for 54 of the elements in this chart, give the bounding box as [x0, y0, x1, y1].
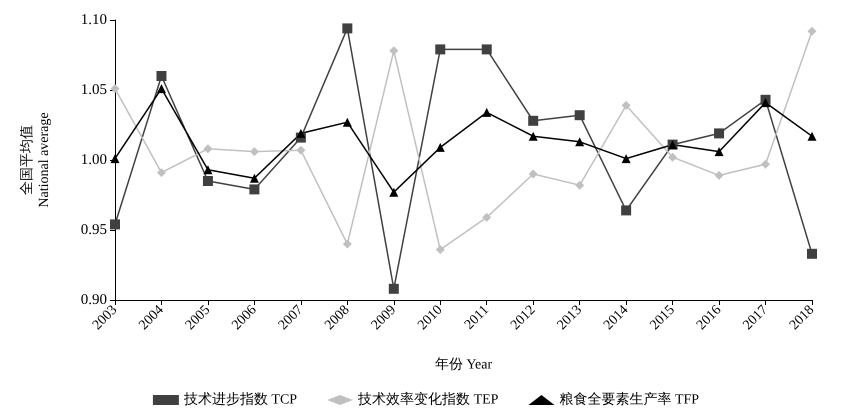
- y-tick-label: 1.00: [80, 152, 107, 168]
- point: [575, 137, 584, 146]
- y-tick-label: 0.90: [80, 292, 107, 308]
- point: [621, 205, 632, 216]
- point: [761, 160, 770, 169]
- y-tick-label: 0.95: [80, 222, 107, 238]
- point: [622, 154, 631, 164]
- point: [714, 170, 724, 180]
- point: [714, 147, 724, 156]
- x-axis-title: 年份 Year: [434, 356, 492, 372]
- point: [807, 248, 817, 259]
- point: [342, 240, 352, 248]
- point: [482, 44, 492, 54]
- point: [389, 188, 398, 197]
- legend-label: 技术进步指数 TCP: [182, 392, 298, 408]
- point: [528, 116, 538, 126]
- point: [808, 26, 816, 36]
- x-tick-label: 2011: [462, 302, 492, 333]
- point: [250, 174, 259, 183]
- point: [342, 118, 352, 127]
- y-tick-label: 1.10: [80, 12, 107, 28]
- point: [110, 219, 120, 230]
- point: [714, 128, 724, 138]
- point: [156, 71, 166, 81]
- point: [156, 84, 166, 94]
- point: [528, 170, 538, 178]
- point: [436, 245, 445, 254]
- point: [389, 46, 398, 56]
- point: [482, 108, 492, 117]
- y-axis-title: 全国平均值 National average: [19, 112, 52, 208]
- point: [156, 168, 166, 178]
- point: [574, 110, 585, 120]
- point: [435, 44, 446, 54]
- point: [622, 100, 631, 110]
- point: [250, 147, 259, 156]
- point: [528, 132, 538, 141]
- point: [388, 284, 399, 294]
- point: [110, 84, 120, 94]
- y-tick-label: 1.05: [80, 82, 107, 98]
- point: [203, 165, 212, 174]
- point: [202, 176, 213, 186]
- point: [296, 128, 306, 138]
- point: [808, 132, 816, 141]
- point: [575, 180, 584, 190]
- point: [296, 146, 306, 155]
- point: [761, 98, 770, 108]
- legend-label: 粮食全要素生产率 TFP: [559, 392, 700, 408]
- legend-label: 技术效率变化指数 TEP: [357, 392, 499, 408]
- point: [342, 23, 352, 34]
- point: [436, 142, 445, 152]
- point: [249, 184, 260, 194]
- point: [203, 144, 212, 154]
- point: [668, 152, 678, 162]
- point: [482, 212, 492, 222]
